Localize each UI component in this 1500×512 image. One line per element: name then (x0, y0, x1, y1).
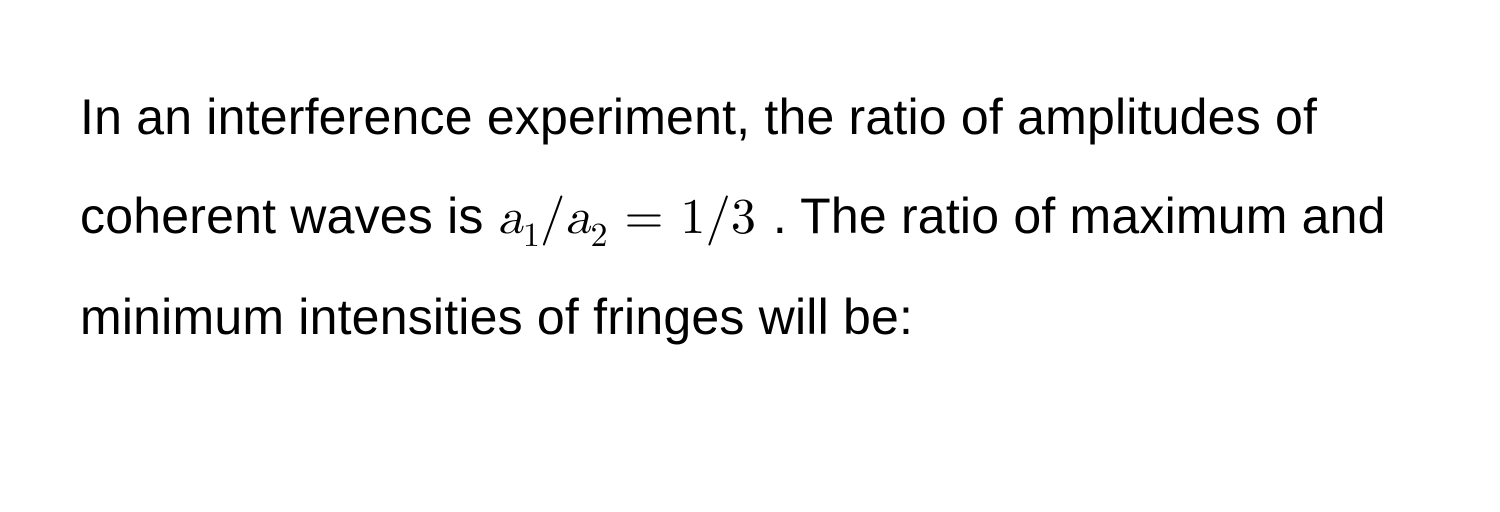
equals-sign: = (608, 193, 681, 243)
var-a1: a1 (498, 193, 540, 243)
numerator: 1 (680, 193, 705, 243)
slash-2: / (706, 193, 731, 243)
slash-1: / (540, 193, 565, 243)
equation-inline: a1/a2 = 1/3 (498, 193, 773, 243)
question-text-block: In an interference experiment, the ratio… (80, 68, 1420, 367)
denominator: 3 (731, 193, 756, 243)
var-a2: a2 (565, 193, 607, 243)
